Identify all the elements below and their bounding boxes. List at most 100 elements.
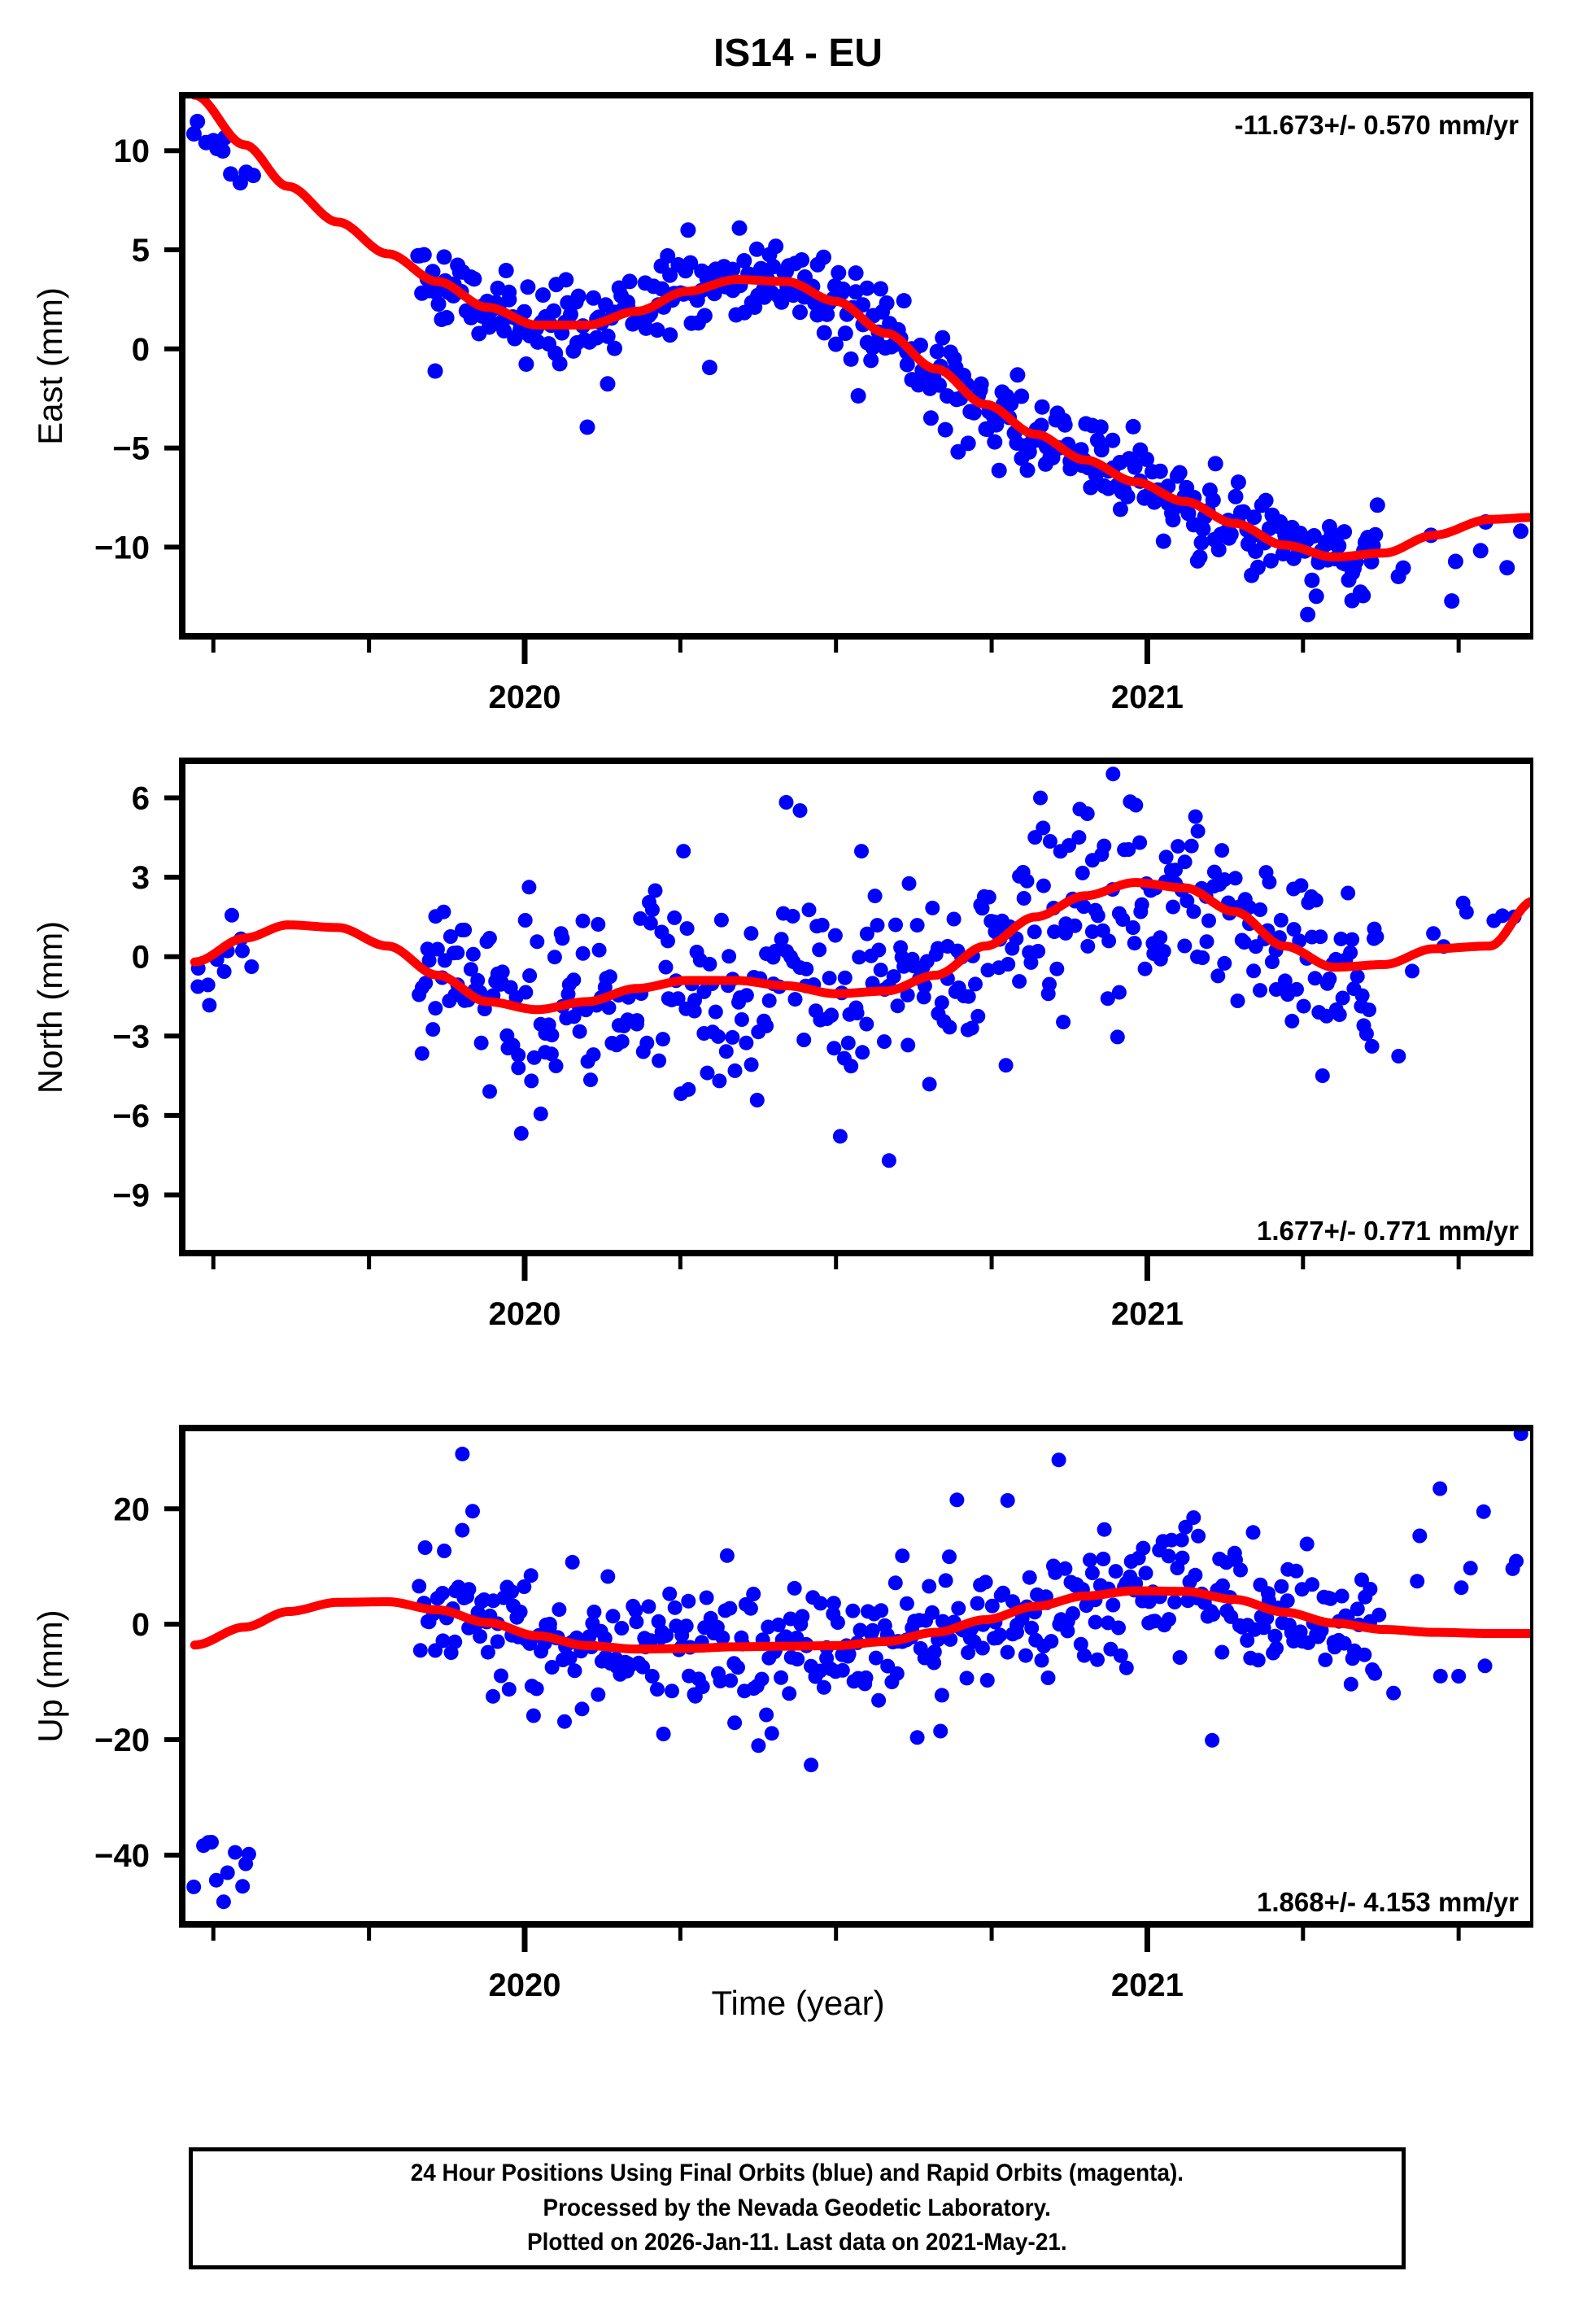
data-point [1201,913,1216,928]
data-point [1195,950,1210,965]
data-point [1509,1553,1524,1569]
data-point [768,238,784,255]
data-point [900,1037,916,1053]
data-point [1323,1591,1338,1606]
data-point [1350,1601,1365,1617]
data-point [662,267,678,283]
data-point [200,977,216,993]
data-point [881,1153,896,1168]
data-point [555,931,570,946]
data-point [1088,1614,1103,1630]
data-point [1108,1564,1123,1579]
data-point [1127,936,1142,951]
data-point [1016,891,1031,906]
data-point [1262,552,1279,569]
data-point [859,1016,874,1032]
data-point [1296,998,1311,1014]
data-point [987,434,1003,450]
data-point [909,1730,925,1745]
data-point [591,1687,606,1702]
data-point [600,376,616,392]
data-point [888,917,903,932]
data-point [605,1609,621,1624]
data-point [654,281,670,297]
x-tick-label: 2021 [1111,1968,1184,2003]
data-point [583,1072,598,1088]
y-tick-label: 5 [132,233,150,269]
data-point [813,1596,828,1611]
data-point [430,296,447,312]
data-point [644,1669,660,1684]
data-point [676,844,691,859]
data-point [1412,1528,1428,1544]
data-point [1337,1636,1352,1651]
data-point [1113,1648,1128,1663]
data-point [1274,1579,1289,1594]
data-point [591,917,606,932]
data-point [566,972,582,988]
data-point [656,1727,671,1741]
data-point [826,1596,841,1611]
data-point [935,330,951,346]
rate-annotation: 1.677+/- 0.771 mm/yr [1257,1216,1519,1246]
data-point [1067,918,1083,933]
x-axis-label: Time (year) [711,1984,885,2022]
data-point [614,1034,630,1049]
data-point [816,325,832,341]
data-point [417,1540,433,1555]
data-point [443,929,458,944]
data-point [801,902,817,918]
data-point [490,1634,505,1649]
data-point [1391,1049,1406,1063]
data-point [208,1872,224,1888]
data-point [190,113,206,129]
data-point [844,1059,859,1074]
data-point [992,1627,1008,1643]
x-tick-label: 2020 [488,679,560,715]
data-point [1188,809,1203,824]
data-point [1280,1593,1295,1609]
x-tick-label: 2020 [488,1296,560,1332]
data-point [747,299,763,315]
data-point [1193,535,1210,551]
data-point [1300,606,1316,622]
data-point [1092,419,1109,435]
data-point [522,968,538,983]
data-point [1084,1566,1100,1581]
data-point [927,1655,942,1671]
data-point [1137,961,1153,976]
data-point [1057,1561,1073,1576]
data-point [1090,1652,1105,1667]
data-point [886,969,901,985]
data-point [601,1000,617,1015]
data-point [1012,974,1027,989]
data-point [794,252,810,268]
data-point [1354,988,1370,1003]
data-point [660,248,676,264]
data-point [913,337,928,353]
data-point [1386,1685,1402,1701]
data-point [984,1598,1000,1614]
data-point [949,1492,965,1508]
data-point [895,1548,910,1564]
caption-line-2: Processed by the Nevada Geodetic Laborat… [543,2194,1052,2221]
data-point [759,1018,774,1033]
data-point [970,1596,985,1611]
data-point [1343,945,1358,960]
data-point [1042,976,1057,992]
data-point [1405,963,1419,979]
data-point [1125,418,1141,435]
data-point [1191,1528,1206,1544]
data-point [548,1059,564,1073]
data-point [845,1603,861,1618]
data-point [785,909,800,924]
data-point [1246,509,1262,526]
data-point [1115,912,1131,927]
data-point [680,222,696,238]
data-point [1034,1653,1049,1668]
data-point [1057,417,1073,433]
data-point [1168,863,1183,878]
data-point [867,889,883,904]
fit-curve [190,95,1533,562]
data-point [1426,926,1441,941]
